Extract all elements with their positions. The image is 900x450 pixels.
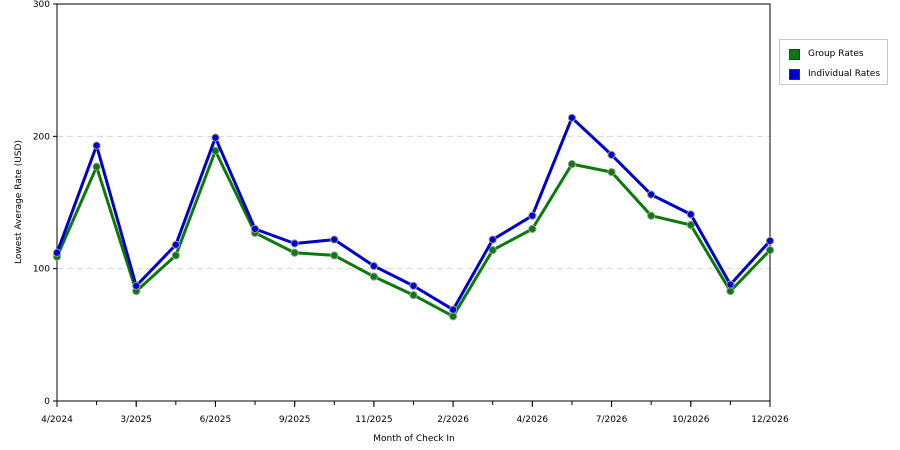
data-point-individual-rates (53, 249, 60, 256)
data-point-group-rates (529, 225, 536, 232)
x-tick-label: 2/2026 (437, 415, 469, 425)
data-point-group-rates (687, 221, 694, 228)
x-tick-label: 12/2026 (751, 415, 789, 425)
x-axis-title: Month of Check In (373, 434, 455, 444)
x-tick-label: 3/2025 (120, 415, 152, 425)
data-point-individual-rates (648, 191, 655, 198)
data-point-group-rates (648, 212, 655, 219)
data-point-individual-rates (172, 241, 179, 248)
data-point-individual-rates (727, 281, 734, 288)
data-point-individual-rates (251, 225, 258, 232)
data-point-individual-rates (529, 212, 536, 219)
x-tick-label: 9/2025 (279, 415, 311, 425)
legend-label-individual: Individual Rates (808, 69, 880, 79)
data-point-individual-rates (608, 151, 615, 158)
data-point-individual-rates (212, 134, 219, 141)
data-point-group-rates (766, 247, 773, 254)
data-point-individual-rates (133, 282, 140, 289)
x-tick-label: 6/2025 (200, 415, 232, 425)
plot-area (57, 4, 770, 401)
data-point-individual-rates (766, 237, 773, 244)
legend-swatch-group (789, 49, 800, 60)
x-tick-label: 11/2025 (355, 415, 392, 425)
legend: Group Rates Individual Rates (779, 39, 888, 85)
legend-item-individual: Individual Rates (789, 67, 880, 81)
data-point-group-rates (410, 292, 417, 299)
legend-item-group: Group Rates (789, 47, 864, 61)
data-point-group-rates (370, 273, 377, 280)
data-point-individual-rates (93, 142, 100, 149)
data-point-individual-rates (568, 114, 575, 121)
data-point-group-rates (608, 168, 615, 175)
series-line-individual-rates (57, 118, 770, 310)
x-tick-label: 4/2024 (41, 415, 73, 425)
data-point-group-rates (93, 163, 100, 170)
data-point-group-rates (172, 252, 179, 259)
data-point-individual-rates (370, 262, 377, 269)
legend-label-group: Group Rates (808, 49, 864, 59)
x-tick-label: 10/2026 (672, 415, 710, 425)
data-point-group-rates (331, 252, 338, 259)
y-axis-title: Lowest Average Rate (USD) (14, 140, 24, 264)
x-tick-label: 4/2026 (516, 415, 548, 425)
y-tick-label: 200 (33, 132, 50, 142)
x-tick-label: 7/2026 (596, 415, 628, 425)
y-tick-label: 0 (44, 397, 50, 407)
legend-swatch-individual (789, 69, 800, 80)
data-point-individual-rates (291, 240, 298, 247)
data-point-group-rates (489, 247, 496, 254)
y-tick-label: 100 (33, 265, 50, 275)
data-point-individual-rates (450, 306, 457, 313)
y-tick-label: 300 (33, 0, 50, 10)
data-point-individual-rates (331, 236, 338, 243)
data-point-group-rates (291, 249, 298, 256)
data-point-group-rates (568, 161, 575, 168)
data-point-individual-rates (687, 211, 694, 218)
data-point-individual-rates (489, 236, 496, 243)
gridlines (57, 136, 770, 268)
axes: 0 100 200 300 4/2024 3/2025 6/2025 9/2025 11/202… (33, 0, 789, 425)
data-point-individual-rates (410, 282, 417, 289)
series (53, 114, 773, 320)
